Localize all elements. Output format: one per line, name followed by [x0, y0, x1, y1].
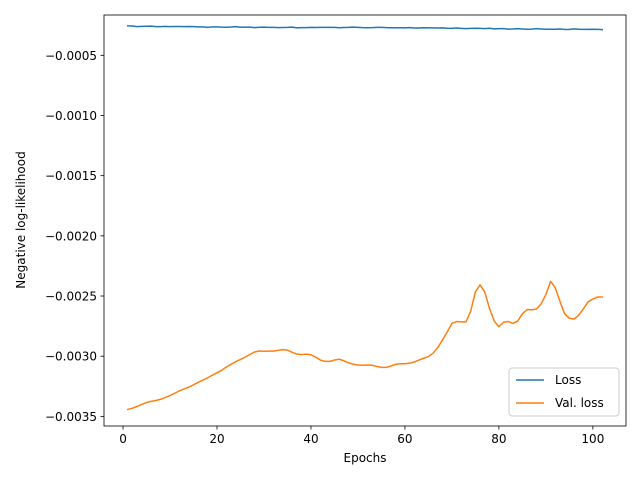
x-tick-label: 80 — [491, 432, 506, 446]
x-tick-label: 40 — [303, 432, 318, 446]
y-tick-label: −0.0005 — [45, 49, 97, 63]
y-tick-label: −0.0025 — [45, 290, 97, 304]
y-tick-label: −0.0010 — [45, 109, 97, 123]
y-axis-label: Negative log-likelihood — [14, 151, 28, 288]
y-tick-label: −0.0030 — [45, 350, 97, 364]
x-tick-label: 100 — [581, 432, 604, 446]
y-tick-label: −0.0015 — [45, 169, 97, 183]
series-layer — [126, 25, 604, 411]
legend-label-loss: Loss — [555, 373, 581, 387]
legend: Loss Val. loss — [508, 367, 620, 417]
plot-area — [103, 14, 627, 427]
y-tick-label: −0.0035 — [45, 410, 97, 424]
x-tick-label: 20 — [209, 432, 224, 446]
y-axis: −0.0005 −0.0010 −0.0015 −0.0020 −0.0025 −0.00… — [45, 49, 104, 424]
y-tick-label: −0.0020 — [45, 229, 97, 243]
plot-frame — [103, 14, 627, 427]
x-tick-label: 60 — [397, 432, 412, 446]
x-axis-label: Epochs — [344, 451, 387, 465]
series-line-val-loss — [126, 280, 604, 411]
legend-label-val-loss: Val. loss — [555, 396, 604, 410]
x-tick-label: 0 — [119, 432, 127, 446]
x-axis: 0 20 40 60 80 100 — [119, 426, 604, 446]
series-line-loss — [126, 25, 604, 31]
plot-background — [104, 15, 626, 426]
